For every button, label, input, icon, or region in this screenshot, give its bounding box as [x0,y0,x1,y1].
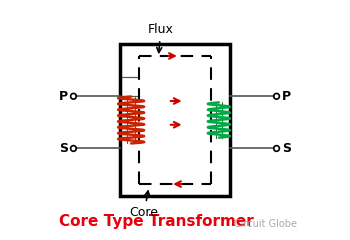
Text: S: S [59,142,68,155]
Text: Flux: Flux [148,23,174,53]
Text: Core: Core [130,191,159,219]
Text: Circuit Globe: Circuit Globe [234,219,297,229]
Text: P: P [282,90,291,103]
Text: P: P [59,90,68,103]
Bar [120,44,230,196]
Text: S: S [282,142,291,155]
Text: Core Type Transformer: Core Type Transformer [59,214,253,229]
